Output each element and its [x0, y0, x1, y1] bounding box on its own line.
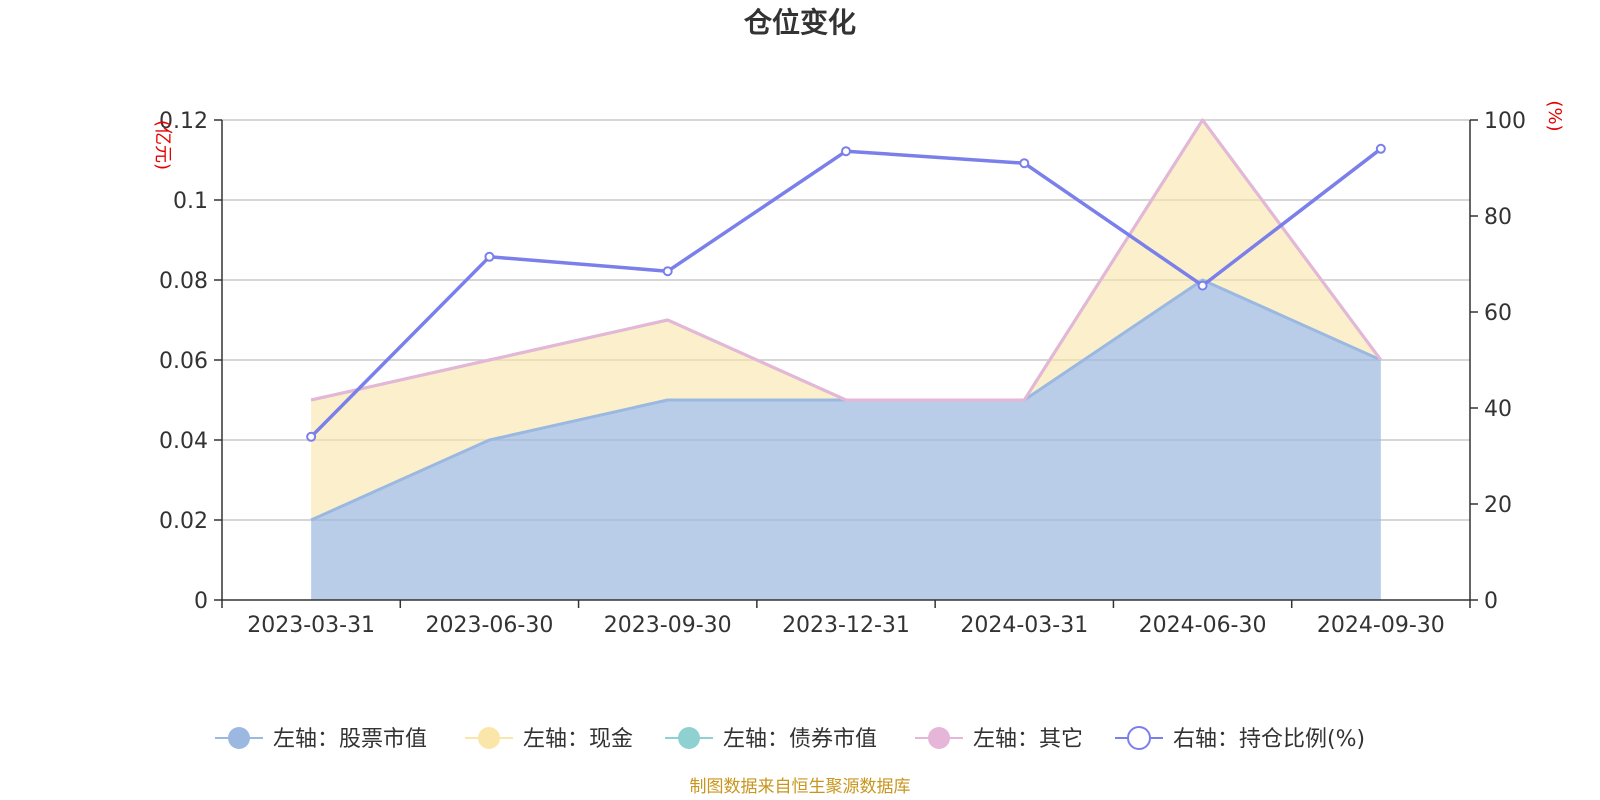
x-axis-ticks: 2023-03-31 2023-06-30 2023-09-30 2023-12-31… — [221, 600, 1471, 638]
left-axis-ticks: 0 0.02 0.04 0.06 0.08 0.1 0.12 — [159, 109, 222, 614]
legend-label: 右轴：持仓比例(%) — [1173, 727, 1365, 752]
left-axis-unit: (亿元) — [152, 120, 173, 170]
legend: 左轴：股票市值 左轴：现金 左轴：债券市值 左轴：其它 右轴：持仓比例(%) — [215, 726, 1365, 752]
legend-label: 左轴：现金 — [523, 727, 633, 752]
legend-item: 左轴：债券市值 — [665, 727, 877, 752]
holding-ratio-point — [484, 251, 495, 262]
line-series — [306, 143, 1386, 442]
legend-marker — [478, 727, 500, 749]
legend-label: 左轴：股票市值 — [273, 727, 427, 752]
holding-ratio-point — [662, 266, 673, 277]
left-tick-label: 0.02 — [159, 509, 208, 534]
legend-label: 左轴：其它 — [973, 727, 1083, 752]
legend-item: 左轴：现金 — [465, 727, 633, 752]
legend-item: 右轴：持仓比例(%) — [1115, 726, 1365, 752]
right-axis-unit: (%) — [1544, 100, 1565, 131]
x-tick-label: 2023-03-31 — [247, 613, 375, 638]
left-tick-label: 0.04 — [159, 429, 208, 454]
left-tick-label: 0 — [194, 589, 208, 614]
x-tick-label: 2023-06-30 — [425, 613, 553, 638]
right-tick-label: 40 — [1484, 397, 1512, 422]
area-series — [310, 118, 1383, 600]
holding-ratio-point — [1375, 143, 1386, 154]
legend-marker — [928, 727, 950, 749]
x-tick-label: 2023-09-30 — [604, 613, 732, 638]
holding-ratio-point — [1019, 158, 1030, 169]
legend-marker — [1127, 726, 1151, 750]
legend-marker — [678, 727, 700, 749]
x-tick-label: 2024-09-30 — [1317, 613, 1445, 638]
x-tick-label: 2024-03-31 — [960, 613, 1088, 638]
legend-item: 左轴：股票市值 — [215, 727, 427, 752]
holding-ratio-point — [306, 431, 317, 442]
right-tick-label: 0 — [1484, 589, 1498, 614]
legend-item: 左轴：其它 — [915, 727, 1083, 752]
data-source-note: 制图数据来自恒生聚源数据库 — [690, 777, 911, 797]
left-tick-label: 0.08 — [159, 269, 208, 294]
area-edge-3 — [310, 118, 1383, 402]
left-tick-label: 0.1 — [173, 189, 208, 214]
right-tick-label: 20 — [1484, 493, 1512, 518]
right-tick-label: 60 — [1484, 301, 1512, 326]
legend-label: 左轴：债券市值 — [723, 727, 877, 752]
holding-ratio-point — [1197, 280, 1208, 291]
right-axis-ticks: 0 20 40 60 80 100 — [1470, 109, 1526, 614]
holding-ratio-point — [841, 146, 851, 157]
left-tick-label: 0.06 — [159, 349, 208, 374]
area-0 — [311, 280, 1381, 600]
right-tick-label: 80 — [1484, 205, 1512, 230]
right-tick-label: 100 — [1484, 109, 1526, 134]
x-tick-label: 2023-12-31 — [782, 613, 910, 638]
legend-marker — [228, 727, 250, 749]
chart-title: 仓位变化 — [744, 6, 856, 39]
x-tick-label: 2024-06-30 — [1139, 613, 1267, 638]
left-tick-label: 0.12 — [159, 109, 208, 134]
